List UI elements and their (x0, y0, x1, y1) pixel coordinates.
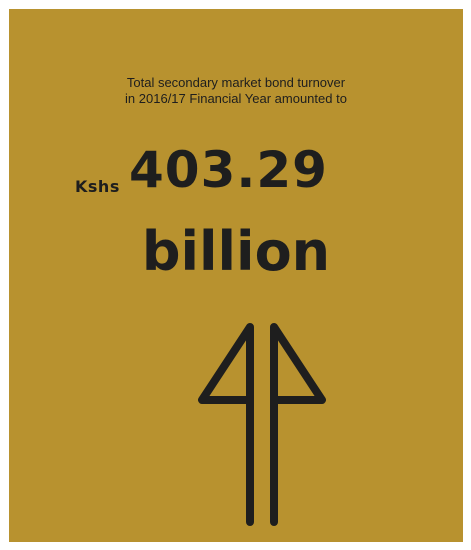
infographic-card: Total secondary market bond turnover in … (9, 9, 463, 542)
caption: Total secondary market bond turnover in … (9, 75, 463, 107)
caption-line-2: in 2016/17 Financial Year amounted to (125, 91, 347, 106)
amount-value: 403.29 (129, 141, 328, 199)
double-up-arrow-icon (198, 323, 326, 526)
caption-line-1: Total secondary market bond turnover (126, 75, 346, 90)
currency-label: Kshs (75, 177, 120, 196)
amount-unit: billion (141, 220, 331, 283)
